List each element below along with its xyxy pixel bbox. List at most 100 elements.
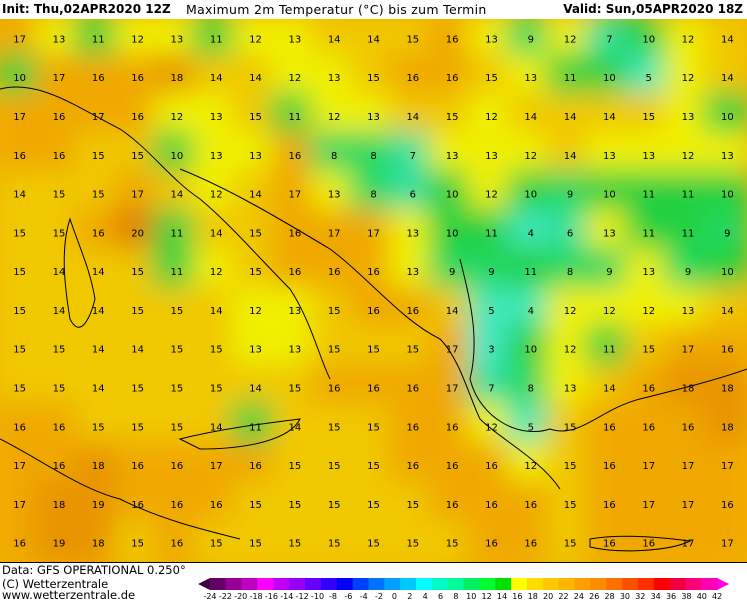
legend-tick-label: -12 (296, 592, 309, 600)
temperature-value: 15 (289, 383, 302, 394)
temperature-value: 14 (210, 228, 223, 239)
coastline (459, 258, 747, 433)
temperature-value: 5 (488, 306, 494, 317)
temperature-value: 13 (642, 267, 655, 278)
legend-tick-label: 2 (407, 592, 412, 600)
legend-tick-label: 26 (589, 592, 599, 600)
temperature-value: 10 (446, 228, 459, 239)
legend-swatch (320, 578, 338, 590)
legend-tick-label: 4 (423, 592, 428, 600)
temperature-value: 15 (367, 539, 380, 550)
legend-tick-label: -16 (265, 592, 278, 600)
temperature-value: 12 (210, 267, 223, 278)
temperature-value: 15 (328, 500, 341, 511)
temperature-value: 10 (13, 73, 26, 84)
legend-swatch (431, 578, 449, 590)
legend-arrow-high (717, 578, 730, 590)
temperature-value: 15 (53, 383, 66, 394)
temperature-value: 13 (682, 112, 695, 123)
temperature-value: 13 (642, 151, 655, 162)
legend-swatch (210, 578, 227, 590)
temperature-value: 7 (606, 34, 612, 45)
temperature-value: 18 (721, 383, 734, 394)
temperature-value: 11 (603, 345, 616, 356)
temperature-value: 10 (524, 345, 537, 356)
temperature-value: 16 (721, 345, 734, 356)
temperature-value: 14 (406, 112, 419, 123)
website: www.wetterzentrale.de (2, 588, 136, 600)
legend-tick-label: 18 (528, 592, 538, 600)
legend-swatch (305, 578, 322, 590)
temperature-value: 16 (210, 500, 223, 511)
island-outline (63, 217, 96, 328)
temperature-value: 8 (331, 151, 337, 162)
temperature-value: 16 (406, 306, 419, 317)
temperature-value: 15 (367, 461, 380, 472)
legend-swatch (447, 578, 465, 590)
temperature-value: 14 (131, 345, 144, 356)
temperature-value: 9 (724, 228, 730, 239)
legend-swatch (701, 578, 718, 590)
temperature-value: 8 (567, 267, 573, 278)
temperature-value: 15 (92, 190, 105, 201)
temperature-value: 17 (721, 539, 734, 550)
legend-swatch (637, 578, 655, 590)
temperature-value: 12 (682, 34, 695, 45)
temperature-value: 14 (721, 34, 734, 45)
temperature-value: 11 (564, 73, 577, 84)
temperature-value: 13 (721, 151, 734, 162)
temperature-value: 16 (92, 228, 105, 239)
temperature-cell (703, 519, 747, 562)
legend-swatch (542, 578, 560, 590)
temperature-value: 6 (410, 190, 416, 201)
temperature-value: 15 (367, 345, 380, 356)
legend-tick-label: 30 (620, 592, 630, 600)
temperature-value: 16 (328, 267, 341, 278)
temperature-value: 13 (249, 151, 262, 162)
temperature-value: 10 (721, 112, 734, 123)
temperature-value: 14 (564, 112, 577, 123)
temperature-value: 15 (131, 539, 144, 550)
temperature-value: 15 (564, 461, 577, 472)
legend-swatch (622, 578, 639, 590)
temperature-value: 16 (603, 422, 616, 433)
temperature-value: 4 (528, 306, 534, 317)
temperature-value: 10 (171, 151, 184, 162)
temperature-value: 13 (682, 306, 695, 317)
temperature-value: 15 (13, 345, 26, 356)
temperature-value: 13 (53, 34, 66, 45)
temperature-value: 9 (528, 34, 534, 45)
temperature-value: 13 (485, 151, 498, 162)
temperature-value: 16 (603, 539, 616, 550)
legend-tick-label: 38 (681, 592, 691, 600)
temperature-value: 11 (682, 228, 695, 239)
temperature-value: 13 (210, 151, 223, 162)
temperature-value: 13 (446, 151, 459, 162)
valid-time: Valid: Sun,05APR2020 18Z (563, 2, 743, 16)
temperature-value: 14 (446, 306, 459, 317)
temperature-value: 14 (210, 306, 223, 317)
temperature-value: 16 (13, 151, 26, 162)
legend-swatch (400, 578, 417, 590)
legend-tick-label: 0 (392, 592, 397, 600)
temperature-value: 14 (249, 73, 262, 84)
temperature-value: 17 (289, 190, 302, 201)
temperature-value: 17 (210, 461, 223, 472)
temperature-value: 16 (131, 73, 144, 84)
legend-tick-label: -24 (203, 592, 216, 600)
temperature-value: 16 (603, 500, 616, 511)
temperature-value: 15 (289, 500, 302, 511)
temperature-value: 15 (564, 500, 577, 511)
temperature-value: 17 (367, 228, 380, 239)
temperature-value: 15 (131, 151, 144, 162)
temperature-value: 11 (642, 190, 655, 201)
legend-swatch (590, 578, 607, 590)
temperature-value: 18 (171, 73, 184, 84)
temperature-value: 12 (210, 190, 223, 201)
temperature-value: 14 (92, 306, 105, 317)
temperature-value: 12 (682, 73, 695, 84)
temperature-value: 6 (567, 228, 573, 239)
temperature-value: 11 (289, 112, 302, 123)
temperature-value: 11 (210, 34, 223, 45)
temperature-value: 16 (446, 422, 459, 433)
